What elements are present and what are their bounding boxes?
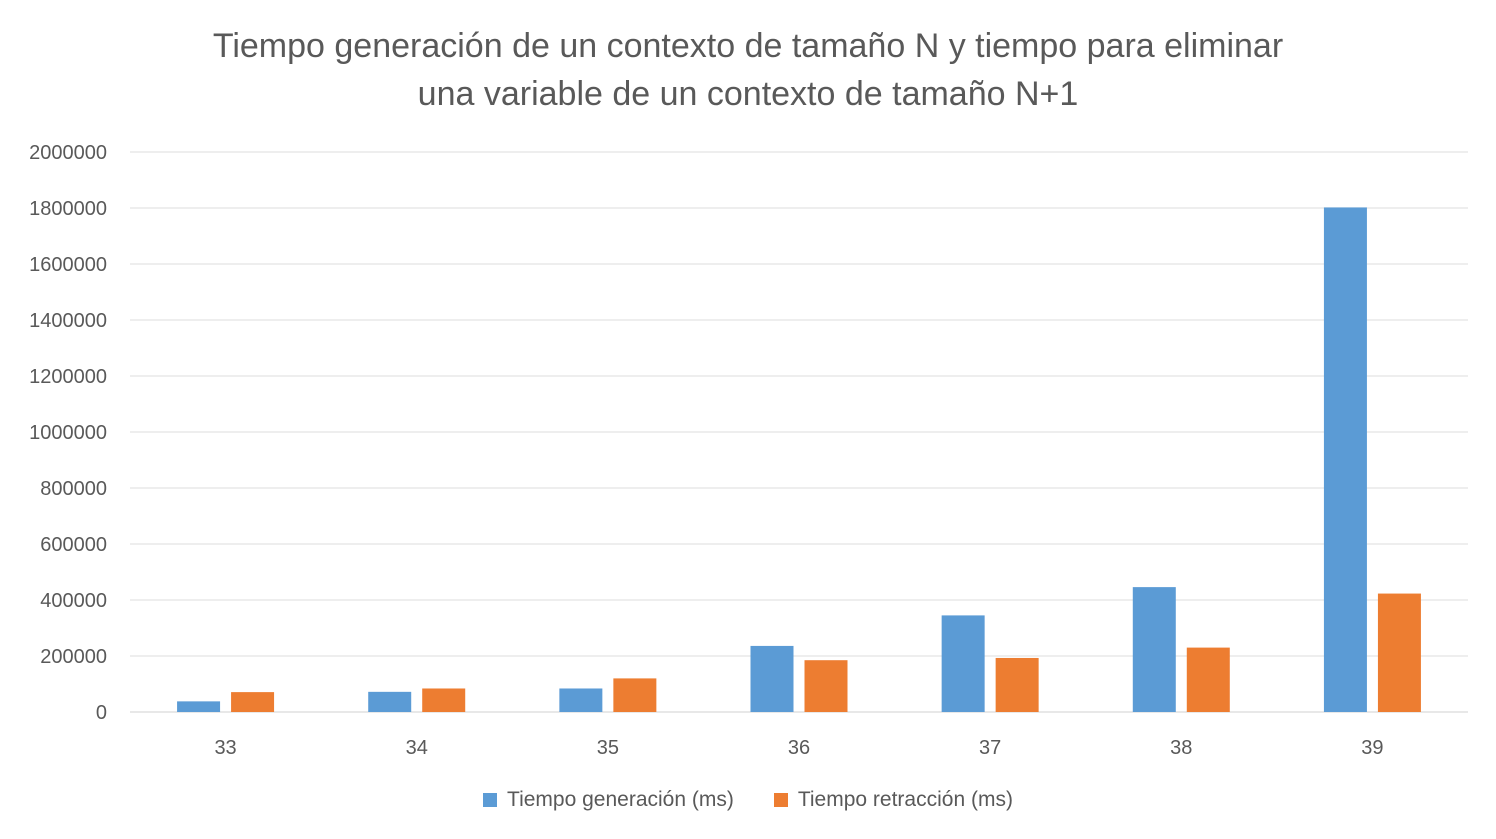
legend-swatch-generacion — [483, 793, 498, 807]
bar-retraccion — [1186, 647, 1230, 712]
bar-retraccion — [804, 660, 848, 712]
bar-generacion — [941, 615, 985, 712]
x-tick-label: 36 — [788, 737, 810, 759]
x-tick-label: 35 — [597, 737, 619, 759]
y-tick-label: 400000 — [40, 590, 107, 612]
bar-generacion — [750, 645, 794, 712]
chart-title-line-2: una variable de un contexto de tamaño N+… — [417, 75, 1079, 113]
chart-legend: Tiempo generación (ms) Tiempo retracción… — [0, 788, 1496, 812]
y-tick-label: 0 — [96, 702, 107, 724]
legend-label-retraccion: Tiempo retracción (ms) — [797, 788, 1013, 811]
x-tick-label: 39 — [1361, 737, 1383, 759]
y-tick-label: 2000000 — [29, 142, 107, 164]
bar-generacion — [368, 691, 412, 712]
chart-title-line-1: Tiempo generación de un contexto de tama… — [212, 27, 1284, 65]
y-tick-label: 1600000 — [29, 254, 107, 276]
x-tick-label: 33 — [214, 737, 236, 759]
bar-generacion — [1323, 207, 1367, 712]
legend-swatch-retraccion — [773, 793, 788, 807]
bar-retraccion — [613, 678, 657, 712]
x-tick-label: 37 — [979, 737, 1001, 759]
y-tick-label: 1800000 — [29, 198, 107, 220]
legend-item-retraccion: Tiempo retracción (ms) — [773, 788, 1013, 812]
y-tick-label: 1400000 — [29, 310, 107, 332]
y-tick-label: 1000000 — [29, 422, 107, 444]
legend-label-generacion: Tiempo generación (ms) — [507, 788, 734, 811]
x-tick-label: 34 — [406, 737, 428, 759]
y-tick-label: 1200000 — [29, 366, 107, 388]
bar-generacion — [559, 688, 603, 712]
bar-retraccion — [422, 688, 466, 712]
bar-generacion — [177, 701, 221, 712]
y-tick-label: 200000 — [40, 646, 107, 668]
bar-retraccion — [1377, 593, 1421, 712]
y-tick-label: 600000 — [40, 534, 107, 556]
chart-title: Tiempo generación de un contexto de tama… — [0, 22, 1496, 118]
bar-generacion — [1132, 587, 1176, 712]
legend-item-generacion: Tiempo generación (ms) — [483, 788, 734, 812]
bar-retraccion — [995, 657, 1039, 712]
bar-retraccion — [231, 692, 275, 712]
x-tick-label: 38 — [1170, 737, 1192, 759]
y-tick-label: 800000 — [40, 478, 107, 500]
